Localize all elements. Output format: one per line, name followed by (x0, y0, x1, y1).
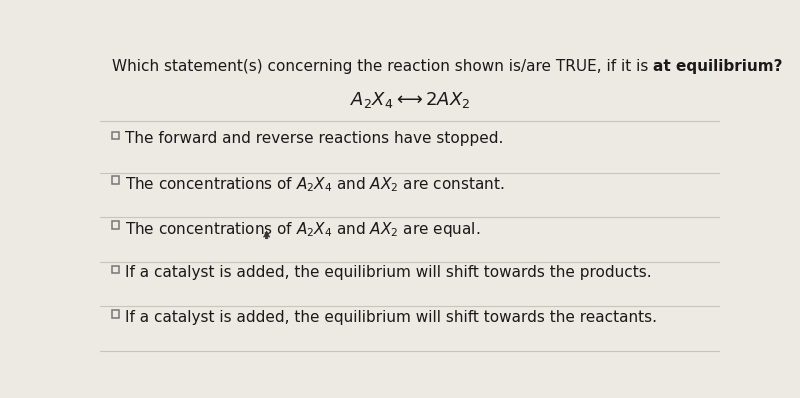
Text: If a catalyst is added, the equilibrium will shift towards the reactants.: If a catalyst is added, the equilibrium … (125, 310, 657, 324)
Text: at equilibrium?: at equilibrium? (653, 59, 782, 74)
Text: The concentrations of $A_2X_4$ and $AX_2$ are constant.: The concentrations of $A_2X_4$ and $AX_2… (125, 176, 504, 194)
Text: If a catalyst is added, the equilibrium will shift towards the products.: If a catalyst is added, the equilibrium … (125, 265, 651, 280)
Text: Which statement(s) concerning the reaction shown is/are TRUE, if it is: Which statement(s) concerning the reacti… (112, 59, 653, 74)
Polygon shape (263, 231, 270, 239)
Text: The forward and reverse reactions have stopped.: The forward and reverse reactions have s… (125, 131, 503, 146)
Text: $A_2X_4 \longleftrightarrow 2AX_2$: $A_2X_4 \longleftrightarrow 2AX_2$ (350, 90, 470, 110)
Text: The concentrations of $A_2X_4$ and $AX_2$ are equal.: The concentrations of $A_2X_4$ and $AX_2… (125, 220, 480, 239)
